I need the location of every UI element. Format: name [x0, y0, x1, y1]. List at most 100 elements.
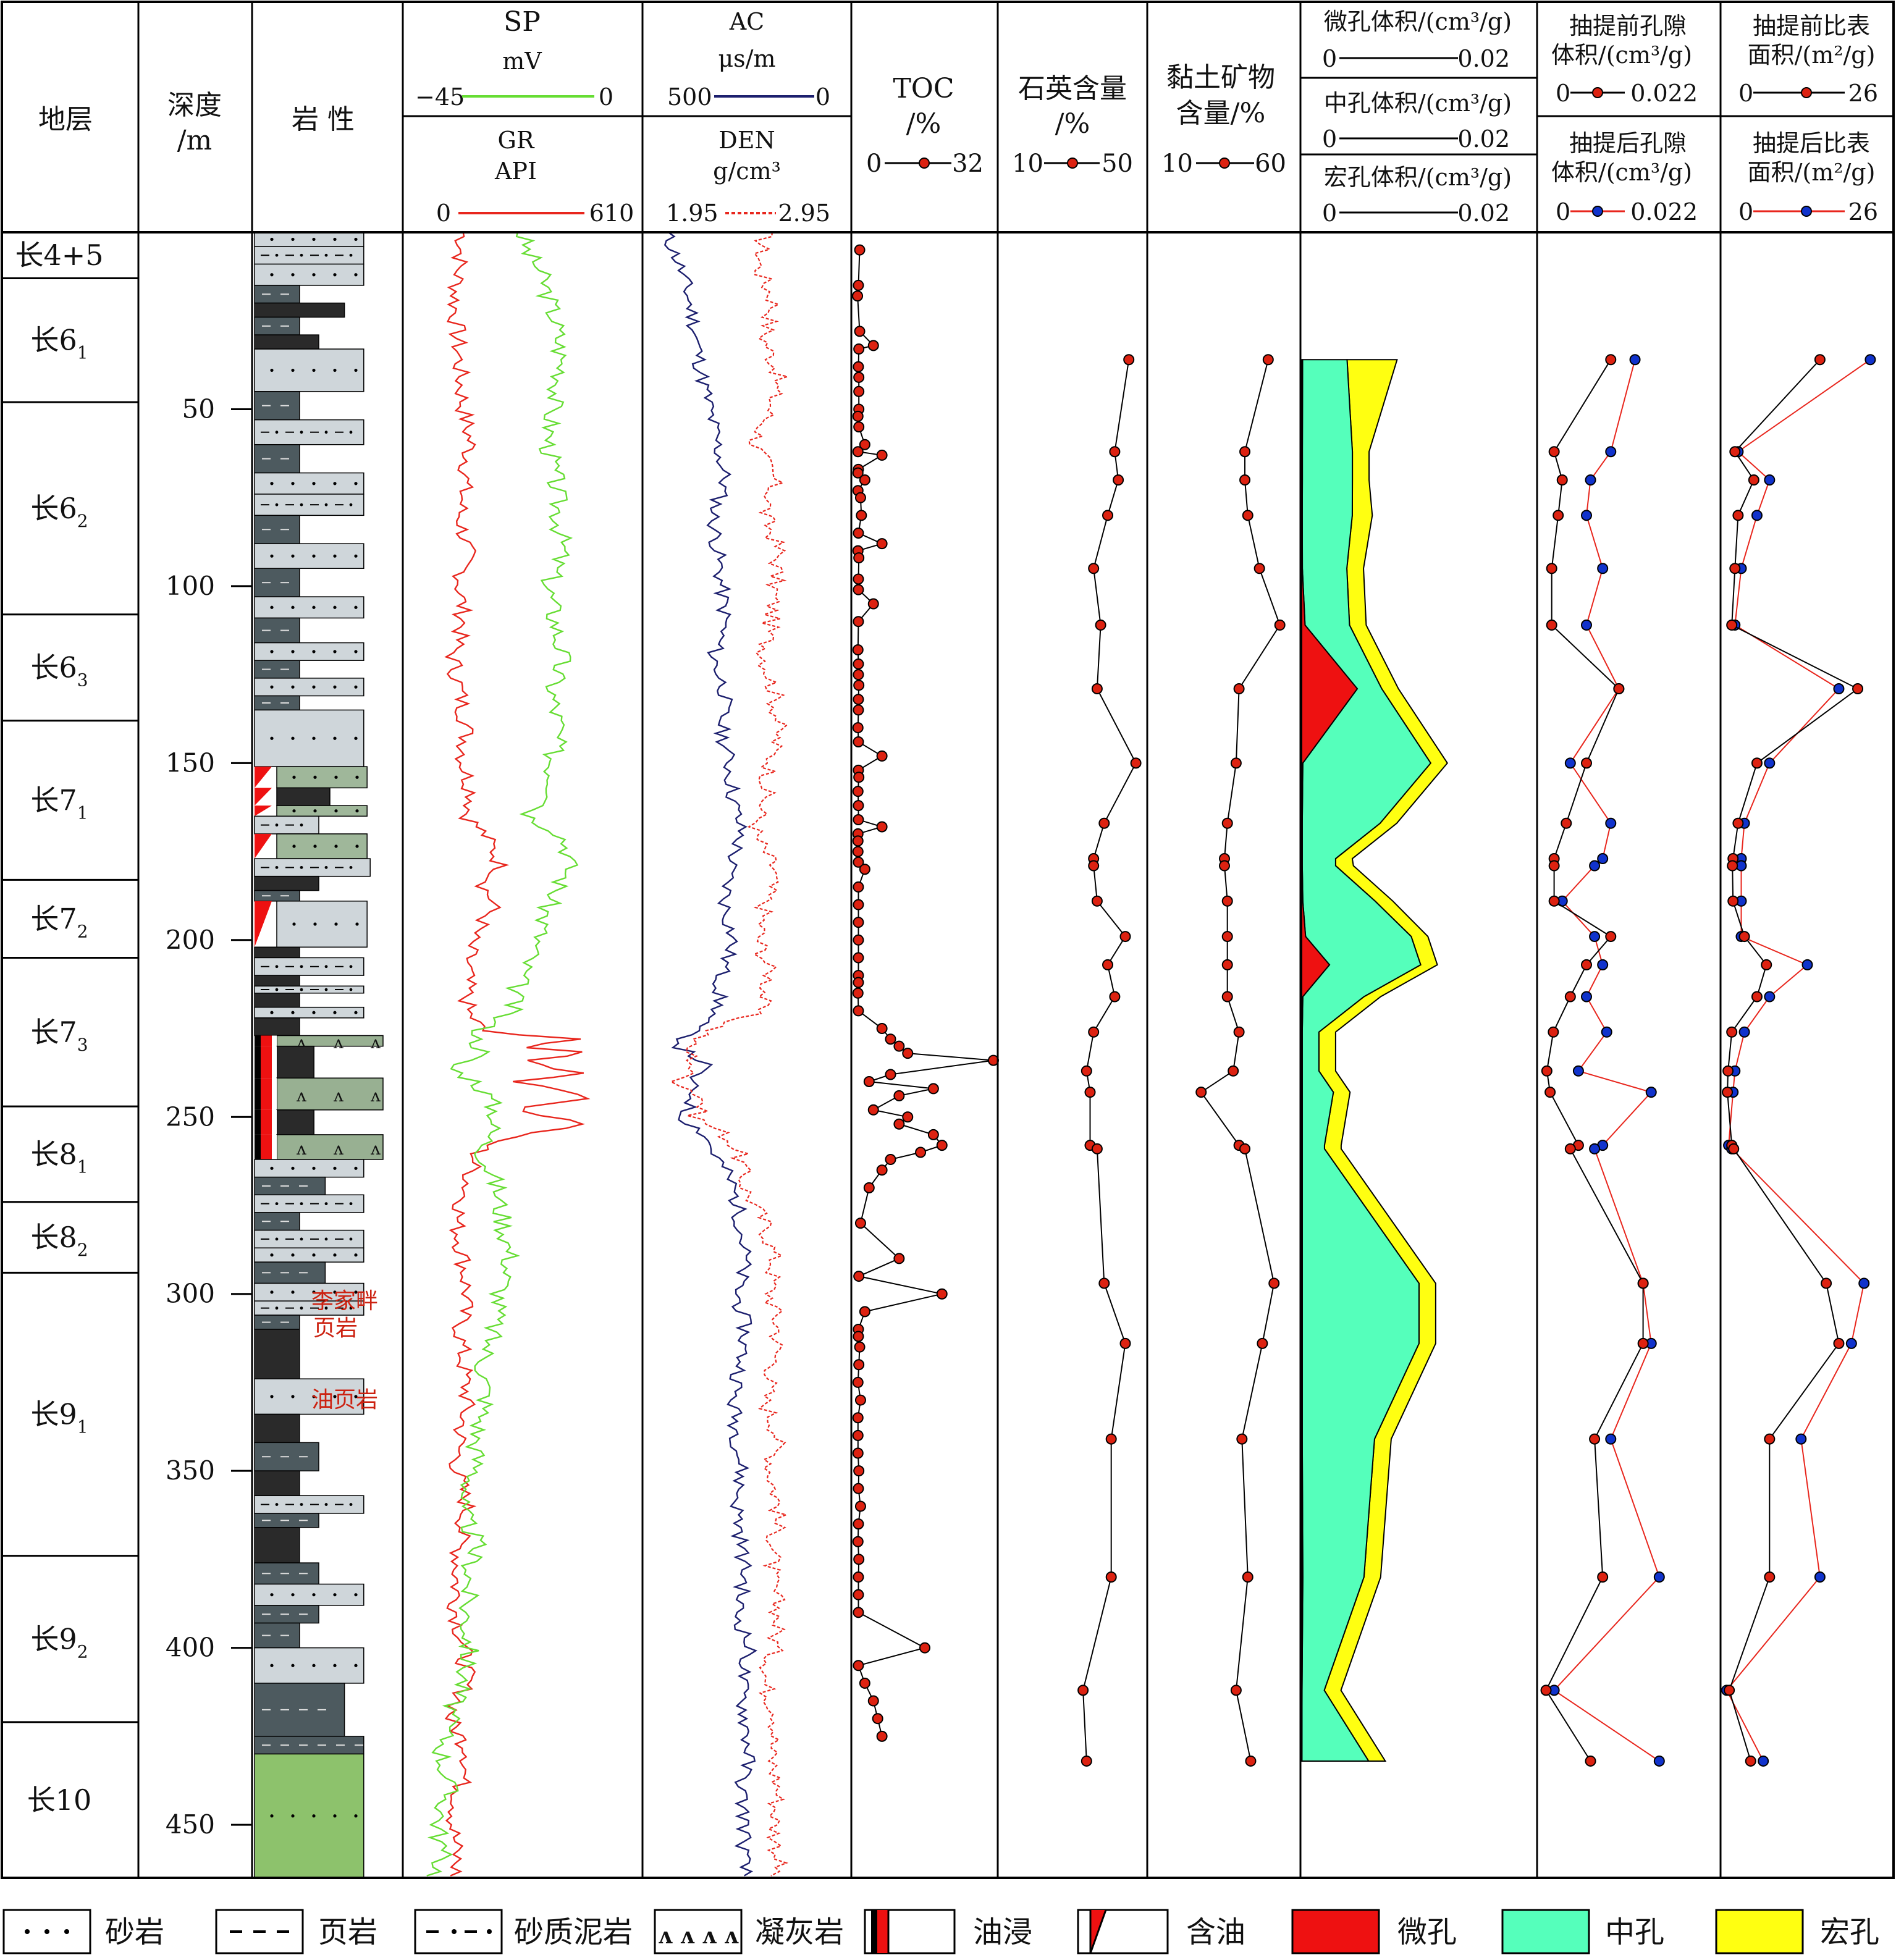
quartz-point [1091, 683, 1103, 695]
tuff-symbol: ʌ [333, 1032, 343, 1053]
den-min: 1.95 [666, 200, 718, 227]
quartz-point [1098, 1277, 1110, 1289]
sand-dot [334, 809, 338, 813]
toc-point [853, 421, 865, 433]
toc-max: 32 [952, 149, 984, 178]
sand-dot [333, 1011, 337, 1014]
toc-point [853, 1660, 864, 1672]
oil-immersed-gap [272, 1078, 277, 1110]
sand-dot [349, 1237, 353, 1241]
toc-point [853, 814, 864, 826]
oil-bearing-mark [255, 901, 272, 948]
toc-point [863, 1075, 875, 1087]
toc-point [867, 598, 879, 610]
sp-unit: mV [502, 48, 542, 75]
toc-point [853, 343, 865, 355]
macro-header: 宏孔体积/(cm³/g) [1324, 164, 1512, 191]
formation-subscript: 2 [77, 1240, 88, 1260]
pv-after-point [1589, 1143, 1601, 1155]
pv-before-min: 0 [1556, 80, 1570, 107]
pv-before-max: 0.022 [1630, 80, 1698, 107]
sand-dot [349, 965, 353, 969]
tuff-symbol: ʌ [296, 1138, 306, 1159]
toc-point [853, 361, 864, 372]
sand-dot [333, 650, 337, 654]
sand-dot [354, 237, 358, 242]
toc-point [853, 899, 864, 911]
clay-max: 60 [1255, 149, 1286, 178]
depth-tick-label: 400 [166, 1633, 215, 1663]
formation-subscript: 3 [77, 670, 88, 691]
clay-point [1245, 1755, 1257, 1767]
legend-meso: 中孔 [1501, 1909, 1664, 1954]
pv-before-scale-marker [1592, 87, 1603, 98]
depth-tick-label: 350 [166, 1455, 215, 1486]
sand-dot [312, 1011, 316, 1014]
quartz-point [1109, 446, 1121, 458]
formation-subscript: 1 [77, 803, 88, 823]
sand-dot [270, 368, 274, 372]
pv-before-point [1546, 563, 1557, 574]
sand-dot [354, 482, 358, 486]
clay-min: 10 [1161, 149, 1193, 178]
toc-point [853, 658, 864, 670]
lithology-bed [254, 1314, 300, 1330]
toc-point [853, 552, 865, 564]
depth-tick-label: 200 [166, 925, 215, 955]
clay-point [1253, 563, 1265, 574]
sa-before-point [1729, 563, 1741, 574]
legend-sandy-mudstone-label: 砂质泥岩 [514, 1915, 633, 1949]
sand-dot [355, 922, 359, 926]
sa-before-line2: 面积/(m²/g) [1748, 41, 1876, 69]
sa-after-point [1764, 991, 1776, 1003]
quartz-point [1123, 354, 1135, 366]
sand-dot [275, 823, 279, 827]
formation-label: 长63 [30, 651, 88, 691]
sand-dot [291, 482, 295, 486]
toc-point [853, 800, 864, 812]
sand-dot [300, 503, 303, 507]
sand-dot [270, 1814, 274, 1818]
sa-after-point [1795, 1433, 1807, 1445]
sand-dot [300, 1237, 303, 1241]
toc-point [853, 371, 865, 383]
sand-dot [349, 865, 353, 869]
toc-point [853, 1554, 865, 1565]
toc-point [852, 644, 864, 656]
sand-dot [270, 237, 274, 242]
toc-point [853, 584, 864, 595]
clay-point [1233, 1026, 1245, 1038]
pv-before-point [1548, 895, 1560, 907]
toc-point [853, 856, 864, 868]
clay-point [1195, 1087, 1207, 1098]
sand-dot [313, 775, 317, 779]
sand-dot [275, 965, 279, 969]
clay-point [1242, 1571, 1253, 1583]
sand-dot [333, 1290, 337, 1294]
legend-oil-bearing-label: 含油 [1186, 1915, 1245, 1949]
pv-after-point [1605, 446, 1617, 458]
sa-after-point [1764, 474, 1776, 486]
gr-max: 610 [589, 200, 634, 227]
toc-point [852, 290, 864, 302]
toc-point [854, 1394, 866, 1406]
ac-min: 500 [667, 83, 712, 111]
sand-dot [354, 1395, 358, 1398]
pv-before-point [1556, 474, 1568, 486]
toc-point [927, 1083, 939, 1095]
sa-before-point [1732, 817, 1744, 829]
lithology-bed [254, 1413, 300, 1444]
pv-before-point [1589, 1433, 1601, 1445]
pv-before-point [1541, 1065, 1553, 1077]
toc-point [853, 616, 864, 628]
lithology-header: 岩 性 [292, 104, 355, 135]
quartz-point [1095, 619, 1106, 631]
sand-dot [333, 1663, 337, 1667]
toc-point [853, 573, 864, 585]
clay-point [1233, 683, 1245, 695]
sand-dot [354, 273, 358, 277]
lithology-bed [254, 1495, 364, 1514]
toc-point [852, 1376, 864, 1388]
lithology-bed [254, 1622, 300, 1649]
oil-immersed-black [255, 1046, 261, 1079]
